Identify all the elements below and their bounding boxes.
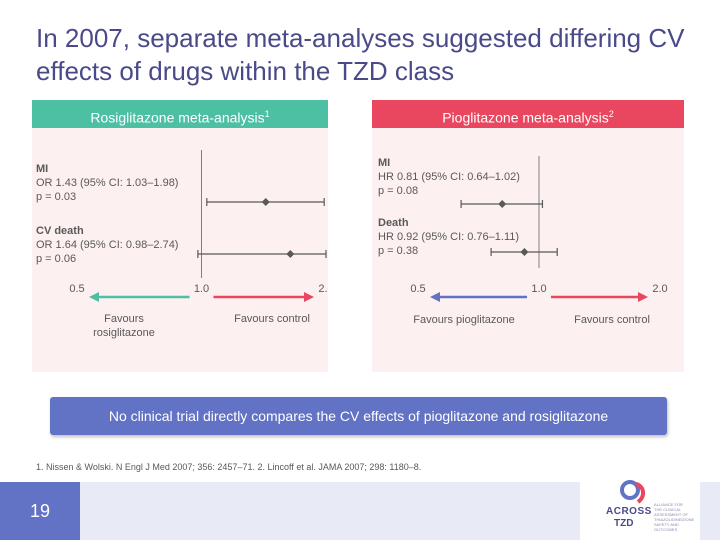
rosi-cvdeath-label: CV death OR 1.64 (95% CI: 0.98–2.74) p =… <box>36 224 178 266</box>
rosi-favours-left-label: Favours rosiglitazone <box>93 313 155 339</box>
pio-estimate-marker-1 <box>520 248 529 256</box>
pio-mi-p: p = 0.08 <box>378 185 419 197</box>
pio-favours-right-arrow-head <box>638 292 648 302</box>
pio-mi-label: MI HR 0.81 (95% CI: 0.64–1.02) p = 0.08 <box>378 156 520 198</box>
logo-text-tzd: TZD <box>614 518 634 529</box>
pioglitazone-forest-plot: 0.5 1.0 2.0 Favours pioglitazone Favours con… <box>410 156 668 326</box>
rosiglitazone-ref-sup: 1 <box>264 109 270 119</box>
page-number: 19 <box>29 501 51 521</box>
rosi-mi-name: MI <box>36 163 49 175</box>
pio-death-name: Death <box>378 217 409 229</box>
footer-bar <box>80 482 580 540</box>
pio-death-p: p = 0.38 <box>378 245 419 257</box>
pio-favours-left-label: Favours pioglitazone <box>413 314 515 326</box>
pio-tick-label-2: 2.0 <box>652 283 667 295</box>
conclusion-banner: No clinical trial directly compares the … <box>50 397 667 435</box>
references: 1. Nissen & Wolski. N Engl J Med 2007; 3… <box>36 462 422 472</box>
rosi-mi-p: p = 0.03 <box>36 191 77 203</box>
pio-death-stat: HR 0.92 (95% CI: 0.76–1.11) <box>378 231 520 243</box>
pioglitazone-panel-header: Pioglitazone meta-analysis2 <box>372 100 684 128</box>
pio-mi-name: MI <box>378 157 391 169</box>
rosi-tick-label-2: 2.0 <box>318 283 328 295</box>
logo-small-text: ALLIANCE FOR THE CLINICAL ASSESSMENT OF … <box>654 502 695 532</box>
pioglitazone-ref-sup: 2 <box>608 109 614 119</box>
rosiglitazone-panel: Rosiglitazone meta-analysis1 MI OR 1.43 … <box>32 100 328 372</box>
pio-estimate-marker-0 <box>498 200 507 208</box>
rosi-cvdeath-stat: OR 1.64 (95% CI: 0.98–2.74) <box>36 239 179 251</box>
pioglitazone-panel-title: Pioglitazone meta-analysis <box>442 109 609 126</box>
pio-mi-stat: HR 0.81 (95% CI: 0.64–1.02) <box>378 171 520 183</box>
rosi-mi-stat: OR 1.43 (95% CI: 1.03–1.98) <box>36 177 179 189</box>
page-number-box <box>0 482 80 540</box>
rosi-tick-label-0: 0.5 <box>69 283 84 295</box>
rosi-favours-left-arrow-head <box>89 292 99 302</box>
footer-right-strip <box>700 482 720 540</box>
across-tzd-logo: ACROSS TZD ALLIANCE FOR THE CLINICAL ASS… <box>598 478 698 534</box>
rosi-cvdeath-p: p = 0.06 <box>36 253 77 265</box>
rosi-cvdeath-name: CV death <box>36 225 84 237</box>
rosiglitazone-panel-title: Rosiglitazone meta-analysis <box>90 109 265 126</box>
rosi-tick-label-1: 1.0 <box>194 283 209 295</box>
rosi-estimate-marker-0 <box>261 198 270 206</box>
rosi-mi-label: MI OR 1.43 (95% CI: 1.03–1.98) p = 0.03 <box>36 162 178 204</box>
pio-tick-label-1: 1.0 <box>531 283 546 295</box>
pio-death-label: Death HR 0.92 (95% CI: 0.76–1.11) p = 0.… <box>378 216 519 258</box>
rosi-favours-right-label: Favours control <box>234 313 310 325</box>
rosi-favours-right-arrow-head <box>304 292 314 302</box>
logo-text-across: ACROSS <box>606 506 652 517</box>
logo-mark-icon <box>620 480 645 504</box>
pioglitazone-panel: Pioglitazone meta-analysis2 MI HR 0.81 (… <box>372 100 684 372</box>
rosi-estimate-marker-1 <box>286 250 295 258</box>
pio-favours-left-arrow-head <box>430 292 440 302</box>
slide-title: In 2007, separate meta-analyses suggeste… <box>36 23 685 86</box>
pio-favours-right-label: Favours control <box>574 314 650 326</box>
pio-tick-label-0: 0.5 <box>410 283 425 295</box>
rosiglitazone-panel-header: Rosiglitazone meta-analysis1 <box>32 100 328 128</box>
